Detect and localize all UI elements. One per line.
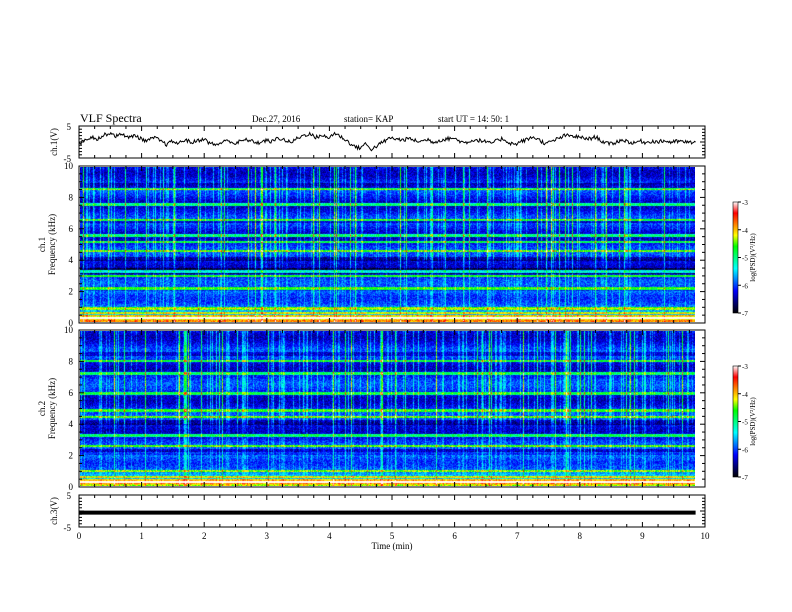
- y-tick-label: 8: [69, 356, 74, 366]
- x-tick-label: 4: [327, 531, 332, 541]
- colorbar-label: log(PSD)(V²/Hz): [749, 233, 757, 282]
- y-tick-label: 10: [64, 325, 74, 335]
- colorbar-tick-label: -4: [742, 227, 748, 235]
- y-axis-label: ch.1(V): [49, 128, 59, 156]
- y-tick-label: 5: [67, 491, 72, 501]
- y-tick-label: 4: [69, 255, 74, 265]
- colorbar-tick-label: -3: [742, 363, 748, 371]
- x-tick-label: 6: [452, 531, 457, 541]
- x-tick-label: 7: [515, 531, 520, 541]
- x-tick-label: 0: [77, 531, 82, 541]
- x-axis-label: Time (min): [372, 541, 413, 551]
- colorbar-tick-label: -7: [742, 474, 748, 482]
- colorbar-1: [732, 201, 739, 314]
- colorbar-tick-label: -6: [742, 282, 748, 290]
- y-tick-label: 5: [67, 122, 72, 132]
- y-tick-label: 2: [69, 287, 74, 297]
- x-tick-label: 2: [202, 531, 207, 541]
- colorbar-tick-label: -3: [742, 199, 748, 207]
- station-label: station= KAP: [344, 114, 394, 124]
- colorbar-tick-label: -6: [742, 446, 748, 454]
- x-tick-label: 5: [390, 531, 395, 541]
- y-axis-label-channel: ch.2: [37, 401, 47, 416]
- x-tick-label: 3: [265, 531, 270, 541]
- y-tick-label: 0: [69, 318, 74, 328]
- y-axis-label-frequency: Frequency (kHz): [47, 214, 57, 275]
- y-tick-label: 4: [69, 419, 74, 429]
- date-label: Dec.27, 2016: [252, 114, 301, 124]
- colorbar-tick-label: -5: [742, 255, 748, 263]
- y-axis-label: ch.3(V): [49, 497, 59, 525]
- y-tick-label: 6: [69, 388, 74, 398]
- colorbar-tick-label: -5: [742, 419, 748, 427]
- colorbar-tick-label: -7: [742, 310, 748, 318]
- y-tick-label: 2: [69, 451, 74, 461]
- ch1-trace: [78, 131, 696, 152]
- y-axis-label-channel: ch.1: [37, 237, 47, 252]
- y-tick-label: -5: [64, 154, 72, 164]
- y-tick-label: 6: [69, 224, 74, 234]
- x-tick-label: 9: [640, 531, 645, 541]
- start-time-label: start UT = 14: 50: 1: [438, 114, 510, 124]
- y-tick-label: 8: [69, 192, 74, 202]
- colorbar-label: log(PSD)(V²/Hz): [749, 397, 757, 446]
- y-tick-label: 0: [69, 482, 74, 492]
- y-tick-label: 10: [64, 161, 74, 171]
- x-tick-label: 10: [701, 531, 711, 541]
- spectrogram-image-2: [80, 331, 695, 486]
- colorbar-2: [732, 365, 739, 478]
- spectrogram-image-1: [80, 167, 695, 322]
- y-tick-label: -5: [64, 523, 72, 533]
- y-axis-label-frequency: Frequency (kHz): [47, 378, 57, 439]
- colorbar-tick-label: -4: [742, 391, 748, 399]
- plot-title: VLF Spectra: [80, 111, 142, 125]
- x-tick-label: 1: [139, 531, 144, 541]
- x-tick-label: 8: [578, 531, 583, 541]
